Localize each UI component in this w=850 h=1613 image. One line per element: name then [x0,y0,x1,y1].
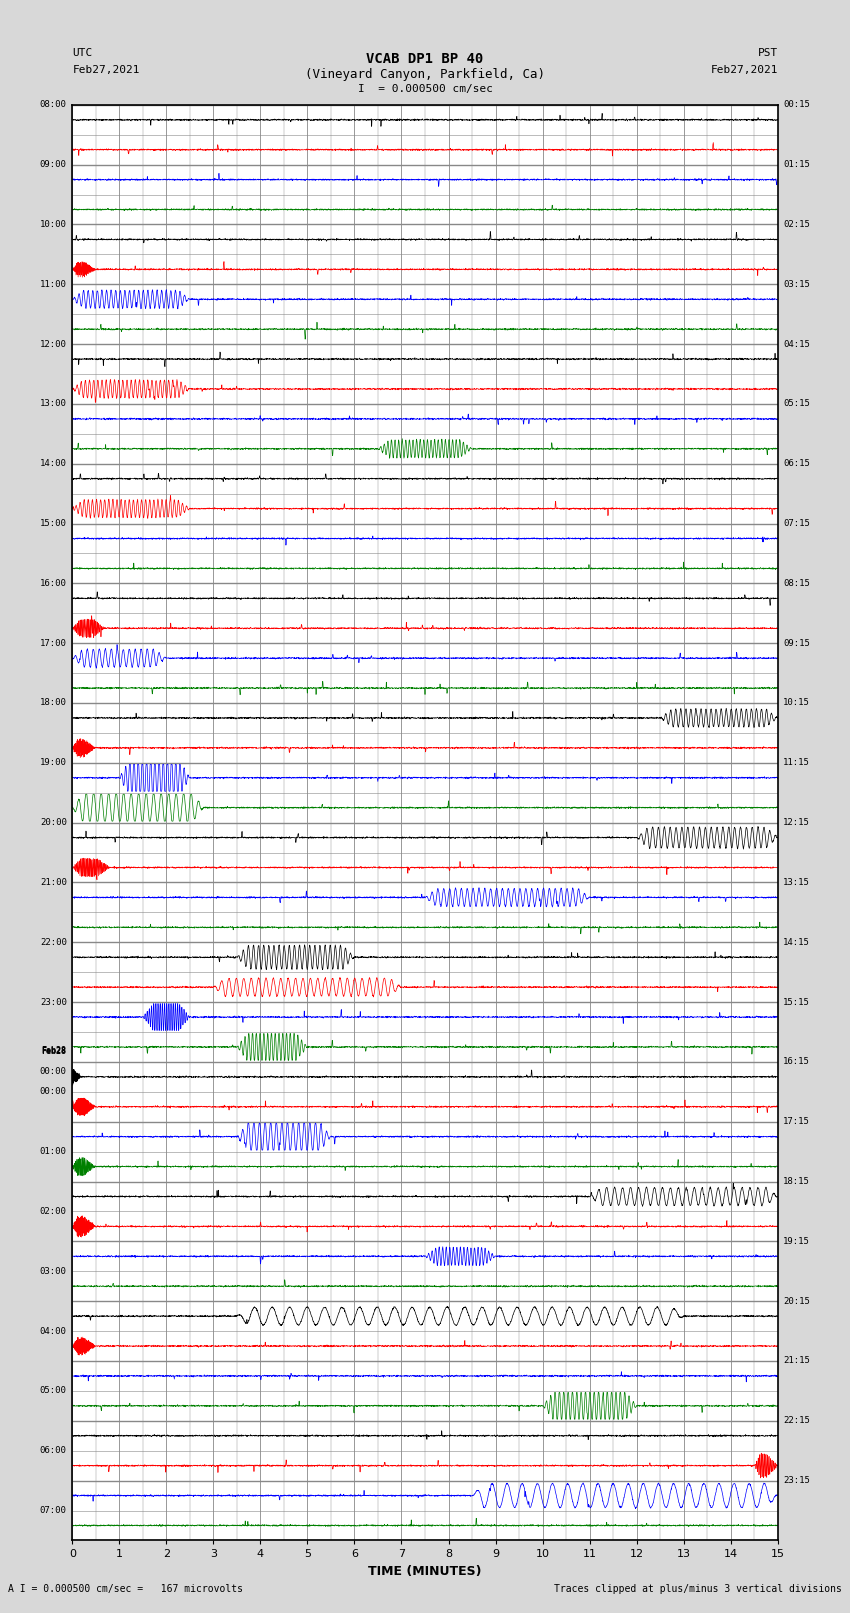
Text: 08:00: 08:00 [40,100,66,110]
Text: 10:00: 10:00 [40,219,66,229]
Text: 23:15: 23:15 [784,1476,810,1486]
Text: 03:00: 03:00 [40,1266,66,1276]
Text: A I = 0.000500 cm/sec =   167 microvolts: A I = 0.000500 cm/sec = 167 microvolts [8,1584,243,1594]
Text: 00:15: 00:15 [784,100,810,110]
Text: 03:15: 03:15 [784,279,810,289]
Text: 15:00: 15:00 [40,519,66,527]
Text: 22:00: 22:00 [40,937,66,947]
Text: 14:15: 14:15 [784,937,810,947]
Text: 14:00: 14:00 [40,460,66,468]
Text: 16:15: 16:15 [784,1058,810,1066]
Text: Feb27,2021: Feb27,2021 [72,65,139,74]
Text: 04:15: 04:15 [784,340,810,348]
Text: 07:15: 07:15 [784,519,810,527]
Text: 08:15: 08:15 [784,579,810,587]
X-axis label: TIME (MINUTES): TIME (MINUTES) [368,1565,482,1578]
Text: UTC: UTC [72,48,93,58]
Text: Feb28: Feb28 [42,1047,66,1057]
Text: 18:15: 18:15 [784,1177,810,1186]
Text: 16:00: 16:00 [40,579,66,587]
Text: Feb27,2021: Feb27,2021 [711,65,778,74]
Text: 12:00: 12:00 [40,340,66,348]
Text: 23:00: 23:00 [40,997,66,1007]
Text: 13:15: 13:15 [784,877,810,887]
Text: 19:00: 19:00 [40,758,66,768]
Text: 11:00: 11:00 [40,279,66,289]
Text: 09:00: 09:00 [40,160,66,169]
Text: 20:15: 20:15 [784,1297,810,1305]
Text: 00:00: 00:00 [40,1087,66,1097]
Text: 01:00: 01:00 [40,1147,66,1157]
Text: 21:15: 21:15 [784,1357,810,1366]
Text: 10:15: 10:15 [784,698,810,708]
Text: Traces clipped at plus/minus 3 vertical divisions: Traces clipped at plus/minus 3 vertical … [553,1584,842,1594]
Text: 00:00: 00:00 [40,1068,66,1076]
Text: 21:00: 21:00 [40,877,66,887]
Text: 12:15: 12:15 [784,818,810,827]
Text: 19:15: 19:15 [784,1237,810,1245]
Text: Feb28: Feb28 [42,1045,66,1055]
Text: 17:15: 17:15 [784,1118,810,1126]
Text: 04:00: 04:00 [40,1326,66,1336]
Text: VCAB DP1 BP 40: VCAB DP1 BP 40 [366,52,484,66]
Text: 15:15: 15:15 [784,997,810,1007]
Text: (Vineyard Canyon, Parkfield, Ca): (Vineyard Canyon, Parkfield, Ca) [305,68,545,81]
Text: 11:15: 11:15 [784,758,810,768]
Text: 06:15: 06:15 [784,460,810,468]
Text: 02:00: 02:00 [40,1207,66,1216]
Text: I  = 0.000500 cm/sec: I = 0.000500 cm/sec [358,84,492,94]
Text: 02:15: 02:15 [784,219,810,229]
Text: 22:15: 22:15 [784,1416,810,1426]
Text: PST: PST [757,48,778,58]
Text: 05:00: 05:00 [40,1387,66,1395]
Text: 06:00: 06:00 [40,1447,66,1455]
Text: 05:15: 05:15 [784,400,810,408]
Text: 20:00: 20:00 [40,818,66,827]
Text: 07:00: 07:00 [40,1507,66,1515]
Text: 01:15: 01:15 [784,160,810,169]
Text: 09:15: 09:15 [784,639,810,648]
Text: 13:00: 13:00 [40,400,66,408]
Text: 18:00: 18:00 [40,698,66,708]
Text: 17:00: 17:00 [40,639,66,648]
